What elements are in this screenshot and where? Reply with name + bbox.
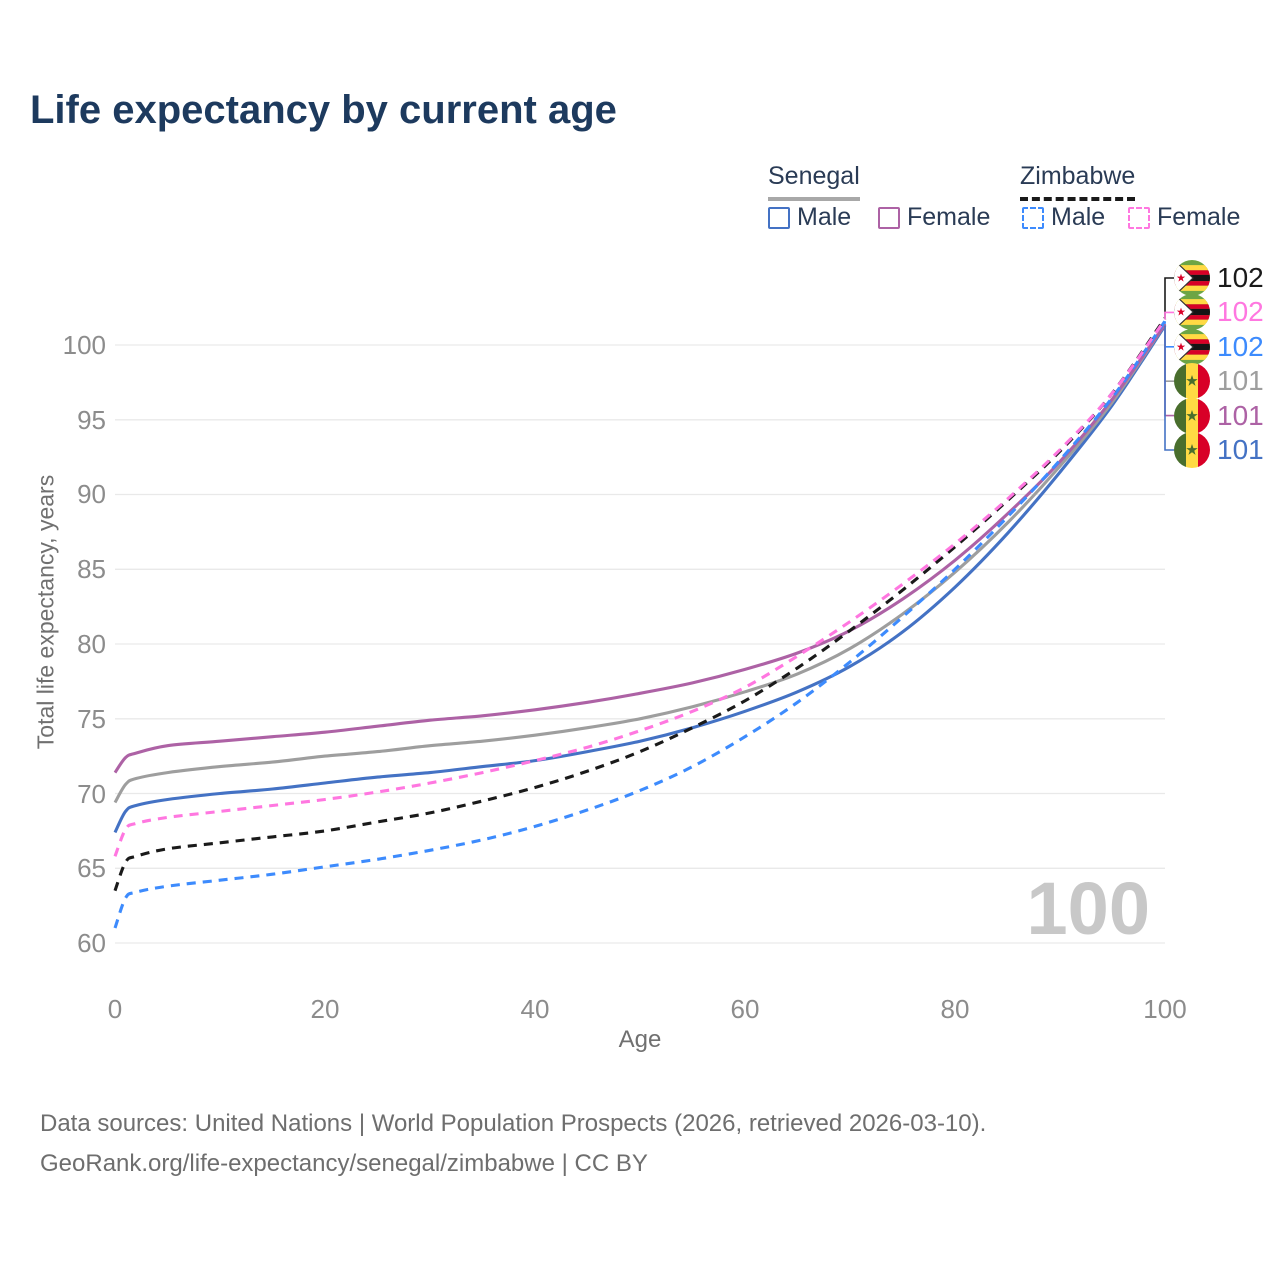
senegal-female-swatch-icon xyxy=(878,206,900,229)
series-line-zimbabwe-male xyxy=(113,320,1167,929)
x-tick-label: 0 xyxy=(107,994,123,1024)
x-tick-label: 100 xyxy=(1143,994,1187,1024)
legend-item-zimbabwe-male[interactable]: Male xyxy=(1022,203,1105,232)
end-label-connector xyxy=(1164,311,1174,320)
legend-group-zimbabwe: Zimbabwe xyxy=(1020,162,1136,201)
data-sources-text: Data sources: United Nations | World Pop… xyxy=(40,1110,987,1137)
end-label-value: 102 xyxy=(1217,331,1264,362)
end-label-value: 101 xyxy=(1217,365,1264,396)
end-label-connector xyxy=(1164,324,1174,417)
end-label-connector xyxy=(1164,324,1174,382)
legend-item-label: Female xyxy=(1157,203,1241,231)
x-tick-label: 20 xyxy=(310,994,340,1024)
senegal-flag-icon xyxy=(1174,363,1210,399)
series-line-senegal-both-sexes xyxy=(113,323,1167,804)
page-title: Life expectancy by current age xyxy=(30,88,617,132)
end-label-value: 101 xyxy=(1217,400,1264,431)
y-tick-label: 90 xyxy=(77,479,106,509)
y-tick-label: 80 xyxy=(77,629,106,659)
end-label-value: 102 xyxy=(1217,296,1264,327)
senegal-flag-icon xyxy=(1174,432,1210,468)
zimbabwe-male-swatch-icon xyxy=(1022,206,1044,229)
legend-item-senegal-female[interactable]: Female xyxy=(878,203,990,232)
end-label-zimbabwe-male: 102 xyxy=(1174,329,1264,365)
series-line-senegal-male xyxy=(113,324,1167,834)
legend-item-label: Male xyxy=(797,203,852,231)
end-label-connector xyxy=(1164,325,1174,451)
senegal-flag-icon xyxy=(1174,398,1210,434)
legend-item-label: Female xyxy=(907,203,991,231)
y-tick-label: 65 xyxy=(77,853,106,883)
y-tick-label: 75 xyxy=(77,704,106,734)
series-line-zimbabwe-female xyxy=(113,318,1167,857)
x-tick-label: 40 xyxy=(520,994,550,1024)
senegal-male-swatch-icon xyxy=(768,206,790,229)
legend-item-senegal-male[interactable]: Male xyxy=(768,203,851,232)
y-axis-title: Total life expectancy, years xyxy=(32,474,59,750)
zimbabwe-flag-icon xyxy=(1174,260,1210,296)
end-label-zimbabwe-female: 102 xyxy=(1174,294,1264,330)
zimbabwe-flag-icon xyxy=(1174,329,1210,365)
y-tick-label: 85 xyxy=(77,554,106,584)
zimbabwe-flag-icon xyxy=(1174,294,1210,330)
zimbabwe-female-swatch-icon xyxy=(1128,206,1150,229)
x-tick-label: 80 xyxy=(940,994,970,1024)
end-label-value: 102 xyxy=(1217,262,1264,293)
legend-item-zimbabwe-female[interactable]: Female xyxy=(1128,203,1240,232)
series-line-senegal-female xyxy=(113,323,1167,774)
end-label-connector xyxy=(1164,321,1174,348)
y-tick-label: 60 xyxy=(77,928,106,958)
y-tick-label: 100 xyxy=(62,330,106,360)
end-label-zimbabwe-both: 102 xyxy=(1174,260,1264,296)
end-label-connector xyxy=(1164,277,1174,319)
end-label-senegal-female: 101 xyxy=(1174,398,1264,434)
age-watermark: 100 xyxy=(1026,867,1150,950)
legend-group-senegal: Senegal xyxy=(768,162,860,201)
y-tick-label: 95 xyxy=(77,405,106,435)
end-label-value: 101 xyxy=(1217,434,1264,465)
end-label-senegal-male: 101 xyxy=(1174,432,1264,468)
end-label-senegal-both: 101 xyxy=(1174,363,1264,399)
x-axis-title: Age xyxy=(618,1026,662,1053)
attribution-text: GeoRank.org/life-expectancy/senegal/zimb… xyxy=(40,1150,648,1177)
legend-item-label: Male xyxy=(1051,203,1106,231)
x-tick-label: 60 xyxy=(730,994,760,1024)
y-tick-label: 70 xyxy=(77,779,106,809)
